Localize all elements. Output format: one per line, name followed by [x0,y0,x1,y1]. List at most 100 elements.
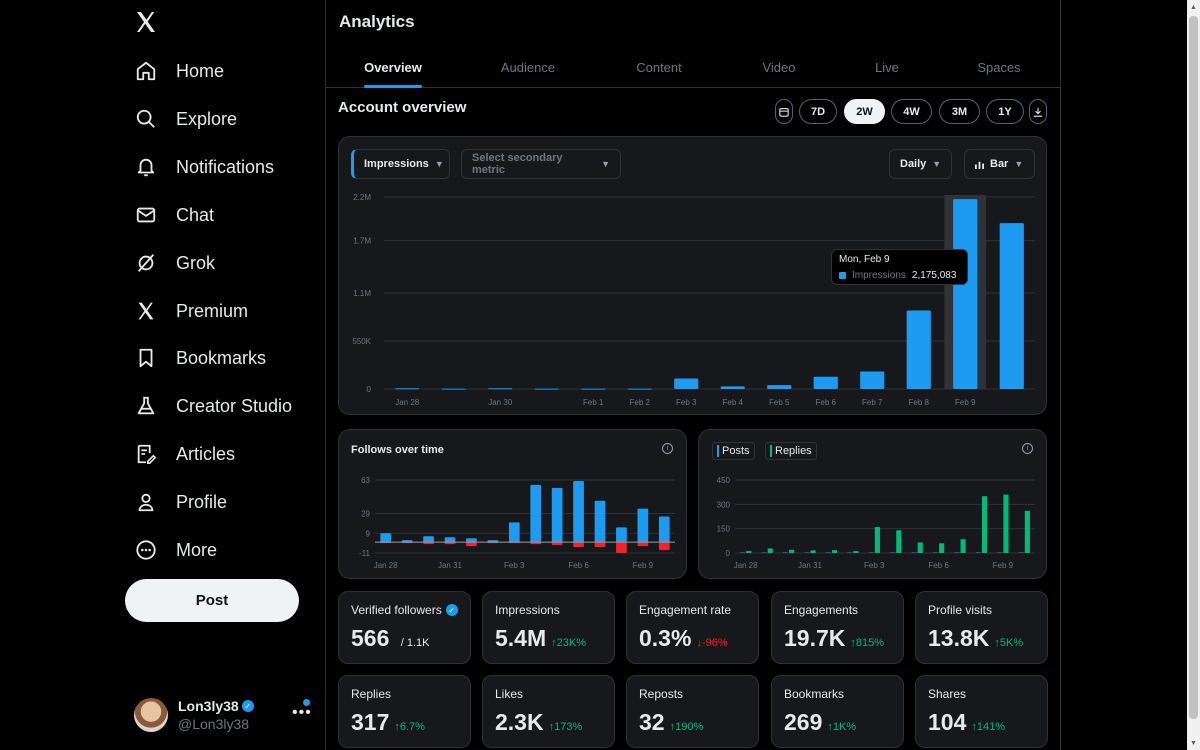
flask-icon [134,394,158,418]
page-scrollbar[interactable]: ▲ ▼ [1187,0,1200,750]
follows-bar-chart[interactable]: -11 9 29 63 Jan 28 Jan 31 Feb 3 Feb 6 Feb 9 [339,468,686,578]
scrollbar-thumb[interactable] [1189,16,1198,719]
posts-legend-label: Posts [722,445,750,457]
chevron-down-icon: ▼ [1014,159,1024,169]
more-dots-icon[interactable]: ••• [292,704,312,721]
download-button[interactable] [1029,99,1047,124]
nav-more[interactable]: More [134,530,217,570]
calendar-button[interactable] [775,99,793,124]
stat-impressions[interactable]: Impressions 5.4M ↑23K% [482,591,615,664]
impressions-bar [999,223,1024,389]
tab-content[interactable]: Content [636,59,682,75]
x-logo-icon[interactable] [134,10,158,34]
tab-audience[interactable]: Audience [500,59,556,75]
avatar [134,698,168,732]
range-2w-button[interactable]: 2W [844,99,885,124]
range-3m-button[interactable]: 3M [939,99,980,124]
info-icon[interactable]: i [1022,443,1033,454]
impressions-bar-chart[interactable]: 0 550K 1.1M 1.7M 2.2M Jan 28 Jan 30 Feb 1 Feb 2 F… [339,183,1046,413]
stat-value: 13.8K [928,625,990,651]
nav-label: Notifications [176,156,275,177]
replies-bar [789,549,795,553]
x-tick-label: Jan 28 [374,561,399,570]
primary-metric-select[interactable]: Impressions ▼ [351,149,450,179]
stat-replies[interactable]: Replies 317 ↑6.7% [338,675,471,748]
tab-video[interactable]: Video [762,59,796,75]
stat-engagements[interactable]: Engagements 19.7K ↑815% [771,591,904,664]
stat-value-row: 269 ↑1K% [784,709,856,736]
stat-engagement-rate[interactable]: Engagement rate 0.3% ↓-96% [626,591,759,664]
replies-bar [960,539,966,553]
follows-card: Follows over time i -11 9 29 63 Jan 28 Jan 31… [338,429,687,579]
nav-home[interactable]: Home [134,51,224,91]
impressions-bar [674,378,699,389]
stat-value-row: 32 ↑190% [639,709,703,736]
follows-bar [616,527,627,543]
analytics-main: Analytics Overview Audience Content Vide… [326,0,1061,750]
replies-bar [874,527,880,553]
user-name: Lon3ly38 [178,698,239,714]
section-title: Account overview [338,99,467,116]
stat-bookmarks[interactable]: Bookmarks 269 ↑1K% [771,675,904,748]
chevron-down-icon: ▼ [434,159,444,169]
nav-profile[interactable]: Profile [134,482,227,522]
stat-value-row: 104 ↑141% [928,709,1005,736]
range-7d-button[interactable]: 7D [799,99,837,124]
tab-live[interactable]: Live [875,59,899,75]
tooltip-date: Mon, Feb 9 [839,254,890,265]
x-tick-label: Feb 3 [504,561,525,570]
posts-replies-card: Posts Replies i 0 150 300 450 Jan 28 Jan 31 Fe… [698,429,1047,579]
info-icon[interactable]: i [662,443,673,454]
granularity-label: Daily [900,158,927,170]
nav-premium[interactable]: Premium [134,291,248,331]
nav-label: Creator Studio [176,395,293,416]
verified-badge-icon: ✓ [445,604,458,616]
impressions-bar [860,371,885,389]
tooltip-row: Impressions 2,175,083 [839,270,960,281]
stat-value-row: 5.4M ↑23K% [495,625,586,652]
article-icon [134,442,158,466]
nav-explore[interactable]: Explore [134,99,237,139]
grok-icon [134,251,158,275]
tab-spaces[interactable]: Spaces [977,59,1021,75]
nav-bookmarks[interactable]: Bookmarks [134,338,266,378]
post-button[interactable]: Post [125,579,299,622]
stat-label: Likes [495,687,524,701]
stat-likes[interactable]: Likes 2.3K ↑173% [482,675,615,748]
stat-value: 19.7K [784,625,846,651]
scroll-down-icon[interactable]: ▼ [1190,739,1197,747]
posts-replies-bar-chart[interactable]: 0 150 300 450 Jan 28 Jan 31 Feb 3 Feb 6 Feb 9 [699,468,1046,578]
impressions-bar [627,388,652,390]
secondary-metric-placeholder: Select secondary metric [472,152,563,176]
legend-replies[interactable]: Replies [765,442,817,460]
stat-shares[interactable]: Shares 104 ↑141% [915,675,1048,748]
stat-profile-visits[interactable]: Profile visits 13.8K ↑5K% [915,591,1048,664]
secondary-metric-select[interactable]: Select secondary metric ▼ [461,149,621,179]
nav-grok[interactable]: Grok [134,243,215,283]
range-1y-button[interactable]: 1Y [986,99,1024,124]
range-4w-button[interactable]: 4W [891,99,932,124]
nav-creator-studio[interactable]: Creator Studio [134,386,292,426]
legend-posts[interactable]: Posts [712,442,755,460]
follows-bar [594,500,606,543]
stat-value-row: 2.3K ↑173% [495,709,582,736]
nav-articles[interactable]: Articles [134,434,235,474]
follows-bar [423,536,434,543]
stat-reposts[interactable]: Reposts 32 ↑190% [626,675,759,748]
nav-label: Grok [176,252,216,273]
scroll-up-icon[interactable]: ▲ [1190,3,1197,11]
stat-label: Verified followers [351,603,442,617]
follows-bar [637,508,649,543]
stat-value-row: 13.8K ↑5K% [928,625,1023,652]
granularity-select[interactable]: Daily ▼ [889,149,952,179]
x-tick-label: Feb 7 [862,398,883,407]
stat-verified-followers[interactable]: Verified followers ✓ 566 / 1.1K [338,591,471,664]
impressions-bar [395,388,420,390]
account-switcher[interactable]: Lon3ly38 ✓ @Lon3ly38 ••• [134,696,314,734]
tab-overview[interactable]: Overview [364,46,422,88]
stat-label: Shares [928,687,967,701]
nav-chat[interactable]: Chat [134,195,214,235]
nav-notifications[interactable]: Notifications [134,147,274,187]
chart-type-select[interactable]: Bar ▼ [964,149,1035,179]
mail-icon [134,203,158,227]
